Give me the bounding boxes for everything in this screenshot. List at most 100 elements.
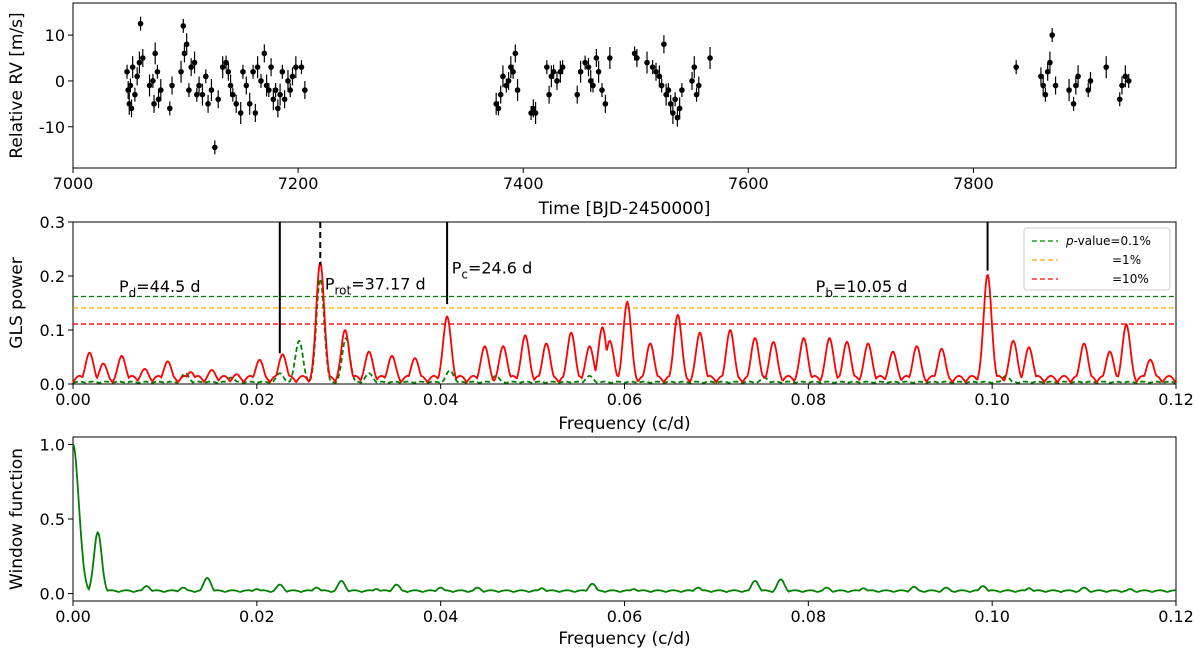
rv-point (181, 50, 188, 57)
rv-point (689, 78, 695, 84)
rv-point (1122, 73, 1129, 80)
rv-point (672, 96, 678, 103)
rv-point (548, 73, 555, 80)
rv-point (208, 87, 215, 93)
rv-point (302, 87, 308, 93)
rv-point (599, 87, 605, 93)
rv-point (595, 68, 602, 75)
rv-point (215, 96, 221, 103)
rv-point (254, 64, 261, 70)
period-label: Pb=10.05 d (816, 277, 908, 300)
y-axis-label: Window function (7, 448, 27, 590)
rv-point (125, 87, 131, 93)
period-label: Pc=24.6 d (452, 258, 533, 281)
y-tick-label: 0.0 (40, 375, 65, 394)
rv-point (136, 59, 143, 66)
rv-point (134, 73, 140, 80)
rv-point (263, 82, 270, 89)
rv-point (152, 50, 158, 57)
rv-point (157, 87, 164, 93)
rv-point (180, 23, 187, 29)
period-label: Pd=44.5 d (119, 277, 201, 300)
rv-point (188, 64, 194, 70)
rv-point (676, 105, 683, 112)
period-label-value: =37.17 d (351, 275, 425, 294)
rv-point (510, 68, 516, 75)
y-tick-label: 0 (55, 72, 65, 91)
rv-point (559, 64, 566, 70)
rv-point (1087, 78, 1094, 84)
rv-point (530, 105, 537, 112)
rv-point (658, 82, 665, 89)
rv-point (132, 91, 138, 98)
period-label-main: P (325, 275, 335, 294)
rv-point (293, 64, 299, 70)
rv-point (585, 64, 592, 70)
gls-axes-frame (72, 221, 1177, 385)
period-label-main: P (452, 258, 462, 277)
period-label-value: =24.6 d (468, 258, 532, 277)
window-panel: 0.00 0.02 0.04 0.06 0.08 0.10 0.12 0.0 0.5 1.0 Fre… (7, 435, 1194, 649)
rv-point (1066, 87, 1072, 93)
x-axis-label: Time [BJD-2450000] (538, 199, 711, 219)
rv-axes-frame (72, 2, 1177, 169)
rv-point (199, 91, 206, 98)
rv-point (128, 105, 135, 112)
rv-point (1073, 82, 1079, 89)
rv-point (593, 55, 600, 61)
rv-point (289, 73, 296, 80)
rv-point (1042, 91, 1049, 98)
x-tick-label: 0.06 (607, 607, 643, 626)
rv-point (129, 64, 136, 70)
legend-label-text: -value=0.1% (1074, 234, 1151, 248)
period-label-sub: rot (335, 284, 352, 298)
rv-point (1116, 96, 1123, 103)
rv-point (1047, 59, 1053, 66)
period-label-sub: b (825, 286, 833, 300)
rv-point (166, 105, 173, 112)
y-tick-label: 0.3 (40, 213, 65, 232)
x-tick-label: 0.02 (239, 390, 275, 409)
period-label-value: =10.05 d (833, 277, 907, 296)
rv-point (577, 68, 584, 75)
period-label-value: =44.5 d (136, 277, 200, 296)
rv-point (634, 55, 640, 61)
rv-point (183, 41, 190, 48)
x-tick-label: 7400 (503, 174, 544, 193)
x-tick-label: 7600 (728, 174, 769, 193)
rv-point (1070, 101, 1077, 107)
y-tick-label: -10 (39, 118, 65, 137)
rv-point (151, 101, 157, 107)
rv-point (139, 55, 146, 61)
rv-point (155, 96, 162, 103)
rv-point (127, 82, 134, 89)
rv-point (150, 78, 156, 84)
rv-point (1049, 32, 1055, 38)
rv-point (707, 55, 713, 61)
rv-point (279, 68, 286, 75)
rv-point (644, 59, 650, 66)
x-tick-label: 0.08 (791, 390, 827, 409)
x-tick-label: 0.00 (55, 607, 91, 626)
x-tick-label: 0.06 (607, 390, 643, 409)
rv-point (194, 91, 200, 98)
rv-point (287, 87, 294, 93)
rv-point (590, 82, 596, 89)
rv-point (261, 50, 268, 57)
rv-point (656, 73, 663, 80)
rv-point (546, 91, 552, 98)
rv-point (582, 59, 588, 66)
rv-point (178, 68, 184, 75)
x-tick-label: 7800 (953, 174, 994, 193)
gls-series (72, 261, 1177, 385)
rv-point (1038, 73, 1044, 80)
rv-point (495, 105, 502, 112)
rv-point (503, 82, 510, 89)
rv-point (154, 68, 161, 75)
rv-point (240, 68, 246, 75)
rv-point (663, 91, 669, 98)
rv-point (1103, 64, 1110, 70)
rv-point (186, 87, 192, 93)
rv-point (272, 87, 279, 93)
window-series (72, 443, 1176, 594)
